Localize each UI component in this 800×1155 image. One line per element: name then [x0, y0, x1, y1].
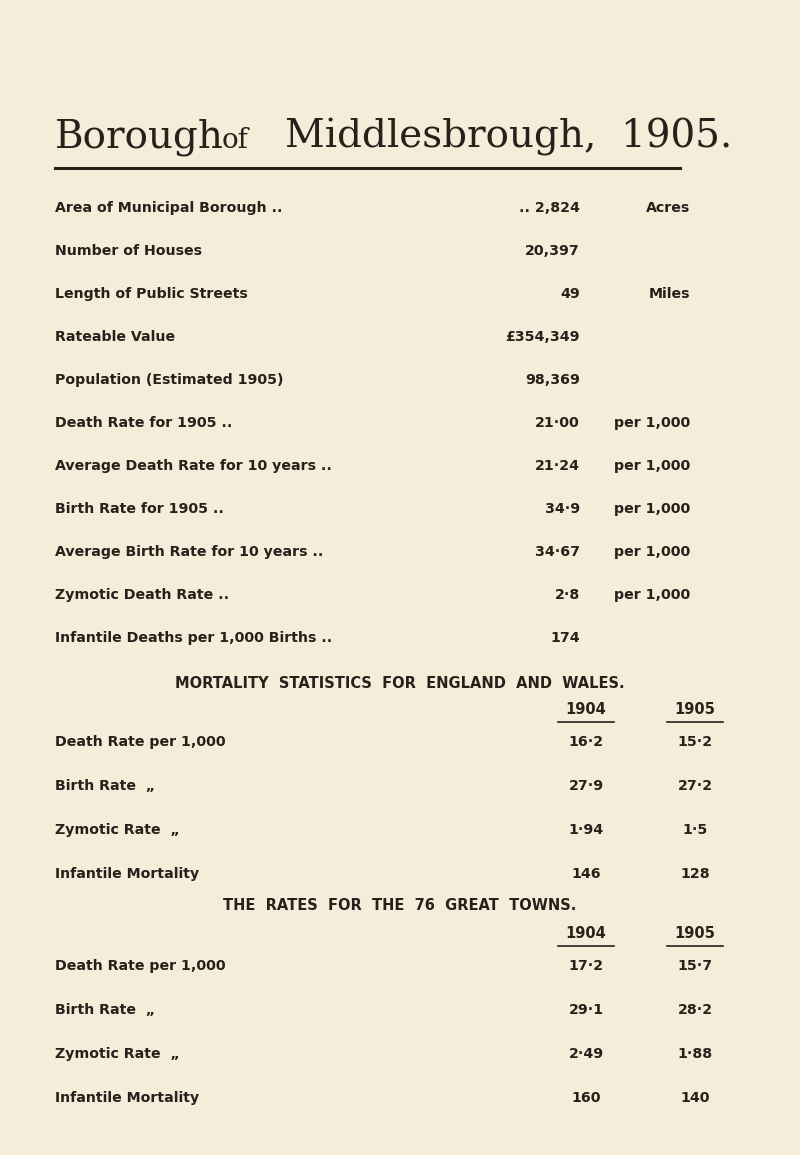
Text: Acres: Acres	[646, 201, 690, 215]
Text: Infantile Mortality: Infantile Mortality	[55, 1091, 199, 1105]
Text: Number of Houses: Number of Houses	[55, 244, 202, 258]
Text: MORTALITY  STATISTICS  FOR  ENGLAND  AND  WALES.: MORTALITY STATISTICS FOR ENGLAND AND WAL…	[175, 676, 625, 691]
Text: Borough: Borough	[55, 119, 224, 156]
Text: 16·2: 16·2	[569, 735, 603, 748]
Text: 20,397: 20,397	[526, 244, 580, 258]
Text: Death Rate per 1,000: Death Rate per 1,000	[55, 959, 226, 973]
Text: 21·24: 21·24	[535, 459, 580, 474]
Text: Infantile Mortality: Infantile Mortality	[55, 867, 199, 881]
Text: Death Rate per 1,000: Death Rate per 1,000	[55, 735, 226, 748]
Text: £354,349: £354,349	[506, 330, 580, 344]
Text: of: of	[222, 127, 249, 154]
Text: 1·5: 1·5	[682, 824, 708, 837]
Text: Middlesbrough,  1905.: Middlesbrough, 1905.	[285, 119, 732, 156]
Text: THE  RATES  FOR  THE  76  GREAT  TOWNS.: THE RATES FOR THE 76 GREAT TOWNS.	[223, 897, 577, 912]
Text: per 1,000: per 1,000	[614, 416, 690, 430]
Text: Birth Rate  „: Birth Rate „	[55, 778, 155, 793]
Text: 2·49: 2·49	[569, 1046, 603, 1061]
Text: Birth Rate for 1905 ..: Birth Rate for 1905 ..	[55, 502, 224, 516]
Text: Length of Public Streets: Length of Public Streets	[55, 286, 248, 301]
Text: 1905: 1905	[674, 926, 715, 941]
Text: Birth Rate  „: Birth Rate „	[55, 1003, 155, 1018]
Text: 2·8: 2·8	[554, 588, 580, 602]
Text: per 1,000: per 1,000	[614, 588, 690, 602]
Text: 27·2: 27·2	[678, 778, 713, 793]
Text: Miles: Miles	[649, 286, 690, 301]
Text: 15·2: 15·2	[678, 735, 713, 748]
Text: 128: 128	[680, 867, 710, 881]
Text: 29·1: 29·1	[569, 1003, 603, 1018]
Text: 49: 49	[560, 286, 580, 301]
Text: 1905: 1905	[674, 702, 715, 717]
Text: 146: 146	[571, 867, 601, 881]
Text: per 1,000: per 1,000	[614, 502, 690, 516]
Text: Death Rate for 1905 ..: Death Rate for 1905 ..	[55, 416, 232, 430]
Text: 1·88: 1·88	[678, 1046, 713, 1061]
Text: Rateable Value: Rateable Value	[55, 330, 175, 344]
Text: Zymotic Death Rate ..: Zymotic Death Rate ..	[55, 588, 229, 602]
Text: 140: 140	[680, 1091, 710, 1105]
Text: Average Death Rate for 10 years ..: Average Death Rate for 10 years ..	[55, 459, 332, 474]
Text: 174: 174	[550, 631, 580, 644]
Text: 34·9: 34·9	[545, 502, 580, 516]
Text: 1904: 1904	[566, 702, 606, 717]
Text: 98,369: 98,369	[525, 373, 580, 387]
Text: 17·2: 17·2	[569, 959, 603, 973]
Text: Zymotic Rate  „: Zymotic Rate „	[55, 1046, 180, 1061]
Text: 27·9: 27·9	[569, 778, 603, 793]
Text: per 1,000: per 1,000	[614, 459, 690, 474]
Text: per 1,000: per 1,000	[614, 545, 690, 559]
Text: Population (Estimated 1905): Population (Estimated 1905)	[55, 373, 283, 387]
Text: Infantile Deaths per 1,000 Births ..: Infantile Deaths per 1,000 Births ..	[55, 631, 332, 644]
Text: 160: 160	[571, 1091, 601, 1105]
Text: 21·00: 21·00	[535, 416, 580, 430]
Text: 28·2: 28·2	[678, 1003, 713, 1018]
Text: 1·94: 1·94	[569, 824, 603, 837]
Text: Area of Municipal Borough ..: Area of Municipal Borough ..	[55, 201, 282, 215]
Text: .. 2,824: .. 2,824	[519, 201, 580, 215]
Text: Zymotic Rate  „: Zymotic Rate „	[55, 824, 180, 837]
Text: Average Birth Rate for 10 years ..: Average Birth Rate for 10 years ..	[55, 545, 323, 559]
Text: 34·67: 34·67	[535, 545, 580, 559]
Text: 1904: 1904	[566, 926, 606, 941]
Text: 15·7: 15·7	[678, 959, 713, 973]
